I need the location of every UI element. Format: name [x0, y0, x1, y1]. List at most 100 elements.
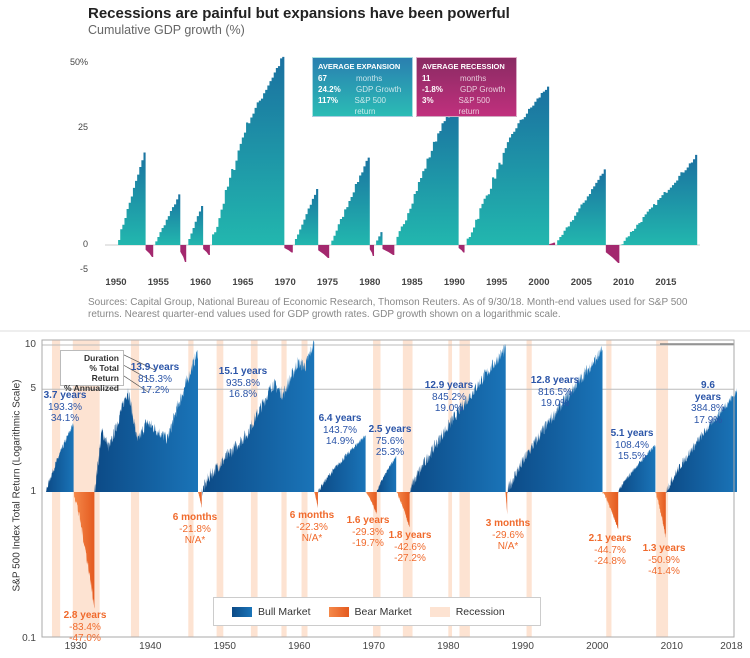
bull-market-area [94, 350, 198, 494]
expansion-area [116, 146, 146, 245]
box-row: 24.2% GDP Growth [318, 84, 407, 95]
bull-market-area [376, 456, 397, 492]
x-tick-label: 1990 [511, 641, 534, 652]
recession-band [402, 340, 413, 637]
legend-bull: Bull Market [258, 605, 311, 618]
recession-bar [369, 245, 375, 256]
x-tick-label: 1970 [362, 641, 385, 652]
recession-bar [145, 245, 154, 257]
duration: 9.6 years [694, 380, 722, 403]
total-return: -22.3% [296, 521, 328, 533]
total-return: 143.7% [323, 424, 357, 436]
duration: 3.7 years [43, 390, 87, 401]
y-tick-label: 5 [30, 383, 36, 395]
box-value: 11 [422, 74, 431, 83]
total-return: -44.7% [594, 544, 626, 556]
total-return: -29.3% [352, 526, 384, 538]
bull-market-area [409, 343, 506, 494]
duration: 6 months [172, 512, 218, 523]
box-label: months [460, 74, 487, 83]
recession-bar [284, 245, 293, 253]
total-return: 108.4% [615, 439, 649, 451]
bear-market-label: 1.6 years -29.3% -19.7% [347, 515, 390, 550]
y-tick-label: 10 [24, 339, 36, 350]
box-label: S&P 500 return [354, 96, 386, 116]
bear-market-area [314, 492, 318, 509]
box-label: S&P 500 return [458, 96, 490, 116]
expansion-area [209, 52, 285, 245]
y-tick-label: -5 [79, 264, 88, 274]
total-return: 75.6% [375, 435, 405, 447]
average-recession-box: AVERAGE RECESSION 11 months -1.8% GDP Growth… [416, 57, 517, 127]
average-expansion-box: AVERAGE EXPANSION 67 months 24.2% GDP Growth… [312, 57, 413, 138]
y-tick-label: 1 [30, 486, 36, 497]
expansion-area [153, 191, 181, 245]
annualized: 25.3% [375, 447, 405, 458]
recession-bar [458, 245, 465, 253]
total-return: -83.4% [69, 621, 101, 633]
expansion-area [619, 154, 698, 245]
box-title: AVERAGE RECESSION [422, 62, 505, 71]
annualized: 19.0% [540, 398, 570, 409]
box-value: 24.2% [318, 85, 341, 94]
bear-market-area [198, 492, 202, 508]
x-tick-label: 2018 [720, 641, 743, 652]
box-value: 1.9M [422, 118, 440, 127]
bull-market-area [665, 388, 737, 494]
expansion-area [329, 151, 370, 245]
x-tick-label: 2015 [655, 277, 677, 288]
duration: 3 months [485, 518, 531, 529]
x-tick-label: 1995 [486, 277, 508, 288]
expansion-area [555, 166, 606, 245]
annualized: -24.8% [594, 556, 626, 567]
x-tick-label: 1930 [64, 641, 87, 652]
legend-swatch-bear [328, 606, 349, 617]
box-label: GDP Growth [356, 85, 402, 94]
box-row: 12M net jobs added [318, 117, 407, 139]
bull-market-area [46, 422, 74, 492]
legend: Bull Market Bear Market Recession [213, 597, 541, 626]
bear-market-area [655, 492, 666, 538]
duration: 15.1 years [218, 366, 268, 377]
annualized: -27.2% [394, 553, 426, 564]
box-label: months [356, 74, 383, 83]
bear-market-area [396, 491, 410, 528]
duration: 1.6 years [346, 515, 390, 526]
x-tick-label: 2010 [613, 277, 635, 288]
box-row: 1.9M net jobs lost [422, 117, 511, 128]
box-value: 117% [318, 96, 339, 105]
box-value: 3% [422, 96, 434, 105]
bull-market-label: 13.9 years 815.3% 17.2% [131, 362, 179, 397]
x-tick-label: 1965 [232, 277, 254, 288]
total-return: 845.2% [432, 391, 466, 403]
box-value: -1.8% [422, 85, 443, 94]
x-tick-label: 2005 [570, 277, 592, 288]
recession-band [606, 340, 612, 637]
x-tick-label: 1985 [401, 277, 423, 288]
total-return: 935.8% [226, 377, 260, 389]
annualized: -41.4% [648, 566, 680, 577]
bear-market-label: 2.1 years -44.7% -24.8% [589, 533, 632, 568]
recession-band [373, 340, 381, 637]
bull-market-label: 9.6 years 384.8% 17.9% [687, 380, 729, 426]
legend-swatch-bull [232, 606, 252, 617]
recession-bar [382, 245, 395, 255]
bull-market-area [317, 435, 366, 494]
total-return: -42.6% [394, 541, 426, 553]
legend-recession: Recession [455, 605, 505, 618]
bear-market-label: 2.8 years -83.4% -47.0% [64, 610, 107, 645]
duration: 6.4 years [318, 413, 362, 424]
annualized: N/A* [497, 541, 519, 552]
x-tick-label: 1955 [147, 277, 169, 288]
annualized: N/A* [184, 535, 206, 546]
bull-market-label: 15.1 years 935.8% 16.8% [219, 366, 267, 401]
duration: 2.1 years [588, 533, 632, 544]
x-tick-label: 2010 [660, 641, 683, 652]
x-tick-label: 1940 [139, 641, 162, 652]
y-tick-label: 0.1 [22, 633, 36, 644]
chart-subtitle: Cumulative GDP growth (%) [88, 23, 245, 37]
x-tick-label: 2000 [586, 641, 609, 652]
total-return: -50.9% [648, 554, 680, 566]
expansion-area [394, 99, 459, 245]
duration: 1.8 years [388, 530, 432, 541]
